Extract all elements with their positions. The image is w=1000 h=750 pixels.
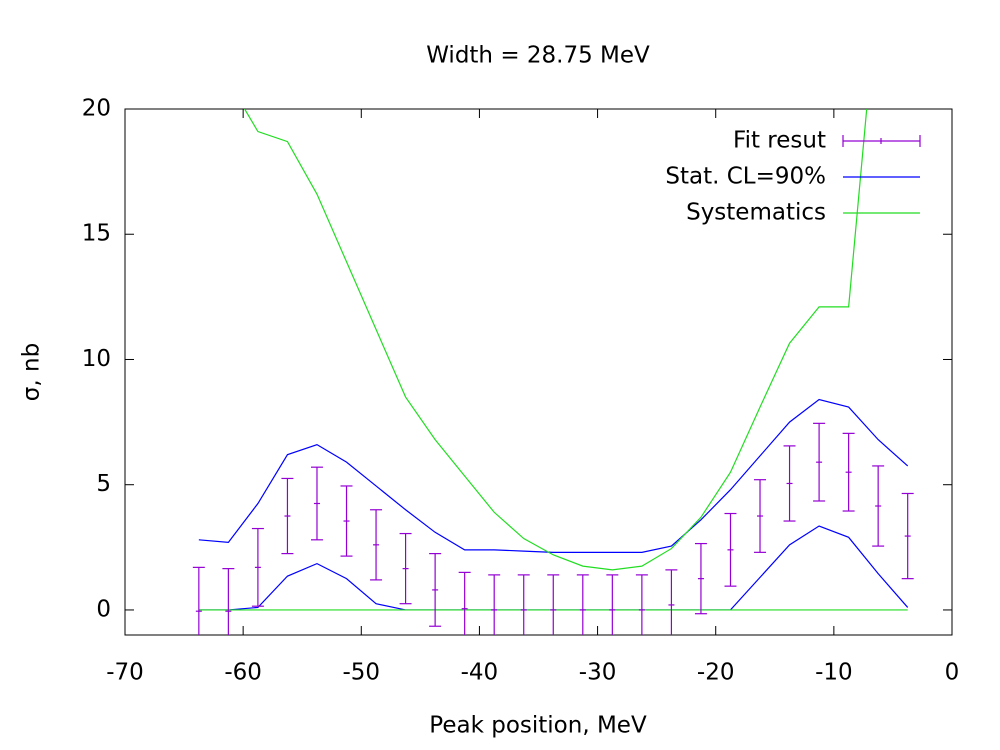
- error-bar: [901, 492, 914, 580]
- error-bar: [783, 445, 796, 522]
- error-bar: [724, 512, 737, 587]
- error-bar: [458, 571, 471, 635]
- band-upper-line: [198, 398, 909, 553]
- x-tick-label: -20: [697, 660, 735, 686]
- error-bar: [222, 568, 235, 635]
- legend-label: Stat. CL=90%: [665, 164, 826, 190]
- x-tick-label: -10: [815, 660, 853, 686]
- data-layer: [192, 109, 914, 635]
- plot-frame: [124, 108, 953, 636]
- legend-label: Fit resut: [733, 128, 826, 154]
- error-bar: [399, 532, 412, 605]
- x-tick-label: -40: [461, 660, 499, 686]
- y-tick-label: 0: [96, 596, 111, 622]
- x-tick-label: -70: [106, 660, 144, 686]
- error-bar: [340, 485, 353, 557]
- error-bar: [606, 574, 619, 635]
- error-bar: [635, 574, 648, 635]
- error-bar: [192, 566, 205, 635]
- error-bar: [517, 574, 530, 635]
- y-tick-label: 15: [82, 221, 111, 247]
- error-bar: [547, 574, 560, 635]
- x-tick-label: -60: [224, 660, 262, 686]
- error-bar: [281, 477, 294, 555]
- error-bar: [754, 479, 767, 553]
- y-tick-label: 5: [96, 471, 111, 497]
- error-bar: [872, 465, 885, 547]
- error-bar: [813, 422, 826, 502]
- x-tick-label: -30: [579, 660, 617, 686]
- error-bar: [488, 574, 501, 635]
- error-bar: [251, 527, 264, 607]
- error-bar: [694, 542, 707, 615]
- error-bar: [842, 432, 855, 512]
- error-bar: [310, 466, 323, 541]
- error-bar: [576, 574, 589, 635]
- error-bar: [370, 509, 383, 581]
- y-tick-label: 10: [82, 346, 111, 372]
- x-tick-label: 0: [945, 660, 960, 686]
- x-axis-label: Peak position, MeV: [429, 713, 647, 739]
- chart-title: Width = 28.75 MeV: [426, 43, 650, 69]
- legend-label: Systematics: [686, 200, 826, 226]
- y-axis-label: σ, nb: [19, 343, 45, 401]
- band-upper-line: [243, 109, 868, 571]
- error-bar: [665, 569, 678, 635]
- x-tick-label: -50: [342, 660, 380, 686]
- error-bar: [429, 552, 442, 627]
- y-tick-label: 20: [82, 96, 111, 122]
